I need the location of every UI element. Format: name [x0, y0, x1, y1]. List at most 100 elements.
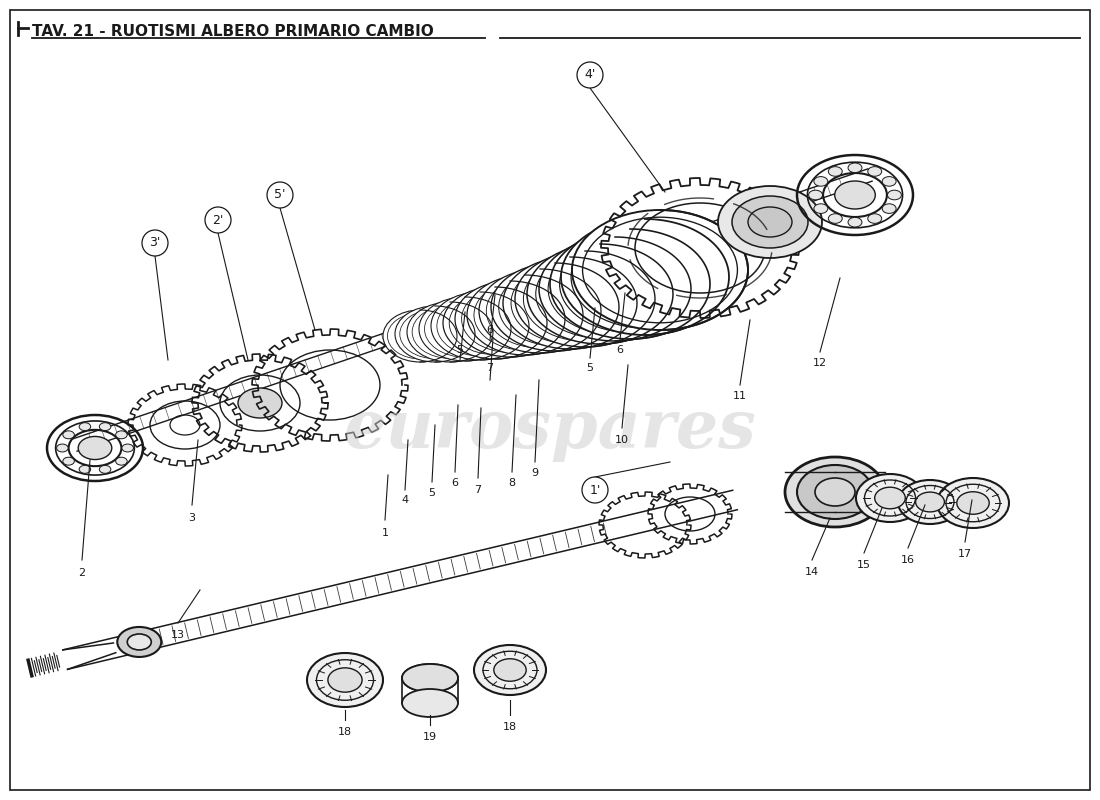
Circle shape	[582, 477, 608, 503]
Ellipse shape	[815, 478, 855, 506]
Ellipse shape	[99, 422, 111, 430]
Ellipse shape	[494, 658, 526, 682]
Ellipse shape	[437, 296, 524, 356]
Ellipse shape	[915, 492, 945, 512]
Ellipse shape	[748, 207, 792, 237]
Ellipse shape	[122, 444, 133, 452]
Ellipse shape	[402, 664, 458, 692]
Ellipse shape	[957, 492, 989, 514]
Text: 17: 17	[958, 549, 972, 559]
Text: 14: 14	[805, 567, 820, 577]
Ellipse shape	[848, 218, 862, 227]
Ellipse shape	[828, 166, 843, 176]
Text: 19: 19	[422, 732, 437, 742]
Text: 6: 6	[616, 345, 624, 355]
Ellipse shape	[383, 310, 456, 362]
Ellipse shape	[856, 474, 924, 522]
Ellipse shape	[882, 177, 896, 186]
Ellipse shape	[835, 181, 876, 209]
Ellipse shape	[785, 457, 886, 527]
Text: 6: 6	[451, 478, 459, 488]
Ellipse shape	[402, 664, 458, 692]
Ellipse shape	[399, 310, 470, 358]
Ellipse shape	[78, 437, 112, 459]
Ellipse shape	[524, 257, 647, 342]
Text: 6: 6	[486, 325, 494, 335]
Ellipse shape	[718, 186, 822, 258]
Ellipse shape	[395, 306, 475, 362]
Ellipse shape	[486, 274, 594, 348]
Ellipse shape	[550, 229, 710, 339]
Ellipse shape	[882, 204, 896, 214]
Text: 5: 5	[429, 488, 436, 498]
Text: 1': 1'	[590, 483, 601, 497]
Text: 2: 2	[78, 568, 86, 578]
Ellipse shape	[527, 244, 673, 344]
Ellipse shape	[515, 251, 654, 347]
Ellipse shape	[814, 177, 828, 186]
Ellipse shape	[474, 645, 546, 695]
Ellipse shape	[898, 480, 962, 524]
Ellipse shape	[63, 431, 75, 438]
Ellipse shape	[425, 301, 506, 357]
Ellipse shape	[868, 166, 882, 176]
Ellipse shape	[412, 306, 487, 358]
Ellipse shape	[419, 297, 512, 361]
Text: 4': 4'	[584, 69, 596, 82]
Circle shape	[267, 182, 293, 208]
Text: 7: 7	[474, 485, 482, 495]
Ellipse shape	[868, 214, 882, 223]
Text: 8: 8	[508, 478, 516, 488]
Ellipse shape	[491, 263, 619, 351]
Ellipse shape	[328, 668, 362, 692]
Text: 13: 13	[170, 630, 185, 640]
Ellipse shape	[560, 235, 701, 333]
Circle shape	[205, 207, 231, 233]
Ellipse shape	[407, 302, 493, 362]
Ellipse shape	[572, 210, 748, 330]
Text: 11: 11	[733, 391, 747, 401]
Ellipse shape	[888, 190, 901, 200]
Ellipse shape	[828, 214, 843, 223]
Ellipse shape	[455, 281, 565, 357]
Ellipse shape	[238, 388, 282, 418]
Text: 3': 3'	[150, 237, 161, 250]
Ellipse shape	[583, 218, 737, 322]
Ellipse shape	[478, 269, 601, 353]
Ellipse shape	[848, 163, 862, 173]
Text: 18: 18	[338, 727, 352, 737]
Ellipse shape	[512, 262, 629, 343]
Ellipse shape	[561, 219, 729, 335]
Ellipse shape	[56, 444, 68, 452]
Ellipse shape	[503, 257, 637, 349]
Text: 2': 2'	[212, 214, 223, 226]
Text: 4: 4	[402, 495, 408, 505]
Ellipse shape	[937, 478, 1009, 528]
Ellipse shape	[307, 653, 383, 707]
Text: 7: 7	[486, 363, 494, 373]
Text: 5': 5'	[274, 189, 286, 202]
Text: 12: 12	[813, 358, 827, 368]
Circle shape	[142, 230, 168, 256]
Ellipse shape	[79, 422, 90, 430]
Ellipse shape	[498, 268, 612, 346]
Ellipse shape	[874, 487, 905, 509]
Ellipse shape	[402, 689, 458, 717]
Ellipse shape	[814, 204, 828, 214]
Text: 16: 16	[901, 555, 915, 565]
Text: 15: 15	[857, 560, 871, 570]
Ellipse shape	[548, 243, 682, 334]
Text: 10: 10	[615, 435, 629, 445]
Text: 9: 9	[531, 468, 539, 478]
Text: 5: 5	[586, 363, 594, 373]
Ellipse shape	[474, 280, 576, 350]
Ellipse shape	[128, 634, 152, 650]
Circle shape	[578, 62, 603, 88]
Ellipse shape	[116, 458, 128, 465]
Ellipse shape	[571, 226, 719, 328]
Ellipse shape	[732, 196, 808, 248]
Ellipse shape	[468, 275, 583, 355]
Ellipse shape	[539, 237, 691, 341]
Text: eurospares: eurospares	[343, 398, 757, 462]
Ellipse shape	[536, 250, 664, 338]
